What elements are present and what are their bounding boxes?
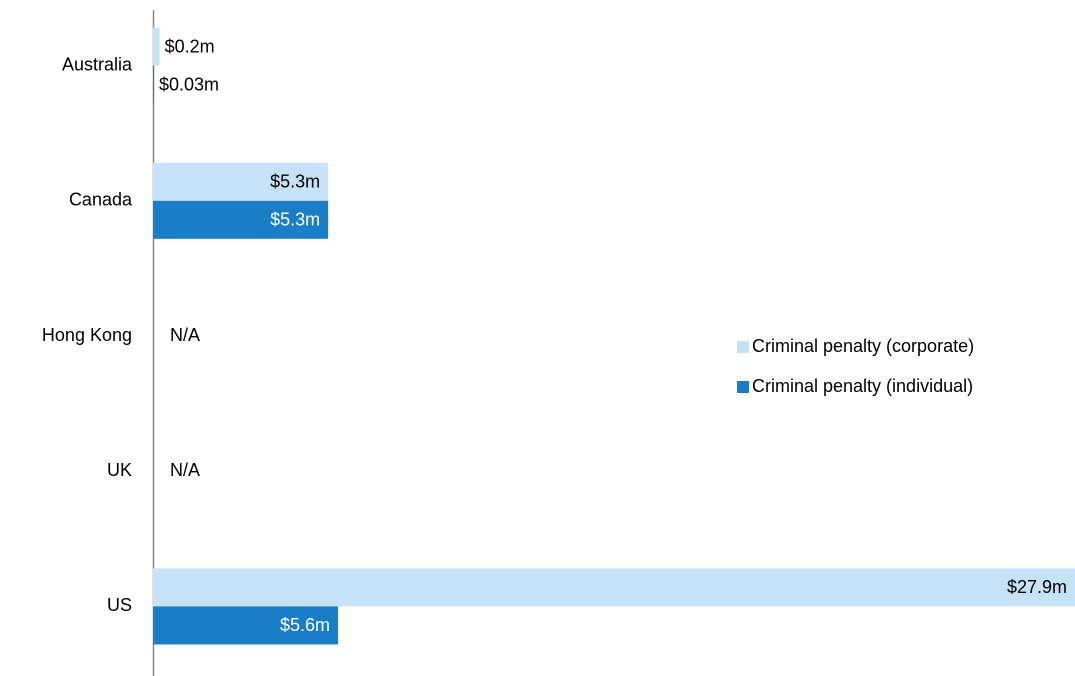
y-tick-label: Australia bbox=[62, 54, 133, 74]
bar bbox=[153, 27, 160, 66]
bar bbox=[153, 200, 329, 239]
data-label: $5.3m bbox=[270, 210, 320, 230]
legend-label: Criminal penalty (corporate) bbox=[752, 336, 974, 356]
y-tick-label: US bbox=[107, 595, 132, 615]
bar bbox=[153, 162, 329, 201]
annotation: N/A bbox=[170, 325, 200, 345]
bar bbox=[153, 65, 154, 104]
bar bbox=[153, 568, 1075, 607]
data-label: $0.03m bbox=[159, 74, 219, 94]
legend-label: Criminal penalty (individual) bbox=[752, 376, 973, 396]
data-label: $27.9m bbox=[1007, 577, 1067, 597]
data-label: $0.2m bbox=[165, 36, 215, 56]
bar bbox=[153, 606, 339, 645]
y-tick-label: Hong Kong bbox=[42, 325, 132, 345]
data-label: $5.6m bbox=[280, 615, 330, 635]
legend-swatch bbox=[737, 381, 749, 393]
annotation: N/A bbox=[170, 460, 200, 480]
y-tick-label: UK bbox=[107, 460, 132, 480]
legend-swatch bbox=[737, 341, 749, 353]
y-tick-label: Canada bbox=[69, 190, 133, 210]
data-label: $5.3m bbox=[270, 172, 320, 192]
